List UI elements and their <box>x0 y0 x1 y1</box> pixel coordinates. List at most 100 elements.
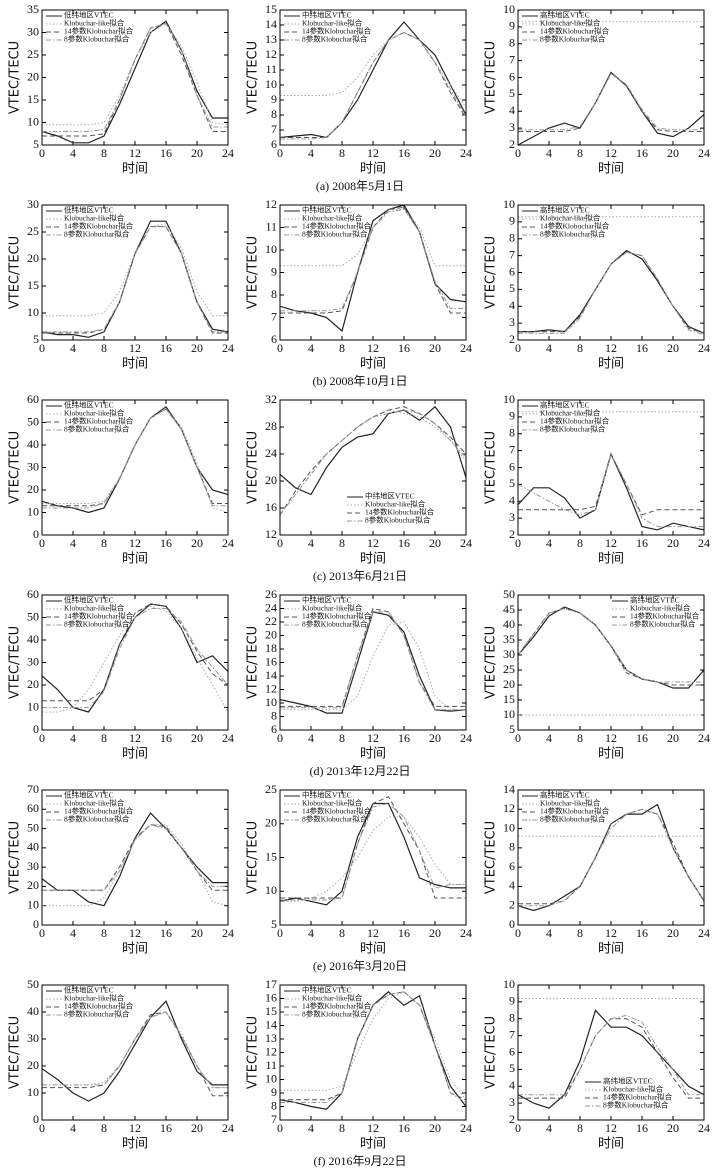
series-line <box>518 1009 704 1109</box>
x-tick-label: 8 <box>339 146 345 160</box>
x-tick-label: 8 <box>339 926 345 940</box>
series-line <box>280 991 466 1101</box>
y-tick-label: 8 <box>509 36 515 50</box>
legend-label: Klobuchar-like拟合 <box>302 993 363 1003</box>
y-tick-label: 20 <box>27 251 39 265</box>
legend-label: 8参数Klobuchar拟合 <box>64 424 130 434</box>
legend-label: 低纬地区VTEC <box>64 985 114 995</box>
x-tick-label: 4 <box>546 926 552 940</box>
y-axis-label: VTEC/TECU <box>484 821 499 894</box>
x-tick-label: 8 <box>101 731 107 745</box>
x-tick-label: 4 <box>546 731 552 745</box>
series-line <box>280 816 466 902</box>
legend-label: Klobuchar-like拟合 <box>64 213 125 223</box>
x-tick-label: 12 <box>129 536 141 550</box>
legend-label: 14参数Klobuchar拟合 <box>302 221 372 231</box>
x-tick-label: 20 <box>429 536 441 550</box>
x-tick-label: 12 <box>367 341 379 355</box>
x-axis-label: 时间 <box>360 942 386 957</box>
y-tick-label: 8 <box>509 1011 515 1025</box>
caption: (d) 2013年12月22日 <box>310 764 411 778</box>
y-tick-label: 5 <box>509 722 515 736</box>
x-tick-label: 20 <box>667 1121 679 1135</box>
legend-label: Klobuchar-like拟合 <box>64 18 125 28</box>
y-tick-label: 4 <box>509 1078 515 1092</box>
y-tick-label: 50 <box>27 609 39 623</box>
y-tick-label: 25 <box>265 782 277 796</box>
series-line <box>280 991 466 1103</box>
series-line <box>280 206 466 314</box>
legend-label: Klobuchar-like拟合 <box>540 213 601 223</box>
y-axis-label: VTEC/TECU <box>8 626 23 699</box>
x-tick-label: 0 <box>515 926 521 940</box>
plot-frame <box>517 399 705 536</box>
plot-frame <box>279 399 467 536</box>
x-axis-label: 时间 <box>122 747 148 762</box>
y-tick-label: 3 <box>509 120 515 134</box>
x-tick-label: 4 <box>308 536 314 550</box>
series-line <box>42 22 228 137</box>
legend-label: Klobuchar-like拟合 <box>64 993 125 1003</box>
y-tick-label: 70 <box>27 782 39 796</box>
x-tick-label: 0 <box>39 926 45 940</box>
y-tick-label: 40 <box>27 840 39 854</box>
legend-label: 8参数Klobuchar拟合 <box>365 515 431 525</box>
legend-label: 高纬地区VTEC <box>630 595 680 605</box>
legend-label: 低纬地区VTEC <box>64 10 114 20</box>
legend-label: Klobuchar-like拟合 <box>630 603 691 613</box>
series-line <box>42 20 228 144</box>
series-line <box>280 607 466 707</box>
x-axis-label: 时间 <box>598 942 624 957</box>
y-tick-label: 3 <box>509 1095 515 1109</box>
legend-label: 8参数Klobuchar拟合 <box>540 814 606 824</box>
x-axis-label: 时间 <box>360 357 386 372</box>
y-tick-label: 30 <box>27 197 39 211</box>
x-tick-label: 8 <box>577 1121 583 1135</box>
x-tick-label: 16 <box>398 1121 410 1135</box>
x-tick-label: 12 <box>367 146 379 160</box>
y-tick-label: 9 <box>509 214 515 228</box>
y-tick-label: 10 <box>503 820 515 834</box>
x-tick-label: 16 <box>160 146 172 160</box>
y-tick-label: 10 <box>265 242 277 256</box>
legend-label: 14参数Klobuchar拟合 <box>64 26 134 36</box>
legend-label: 8参数Klobuchar拟合 <box>302 34 368 44</box>
x-tick-label: 12 <box>129 341 141 355</box>
series-line <box>42 22 228 132</box>
y-tick-label: 24 <box>265 446 277 460</box>
x-tick-label: 12 <box>129 731 141 745</box>
y-axis-label: VTEC/TECU <box>484 236 499 309</box>
y-tick-label: 12 <box>265 681 277 695</box>
y-tick-label: 10 <box>27 699 39 713</box>
series-line <box>518 452 704 528</box>
y-tick-label: 7 <box>509 1027 515 1041</box>
y-tick-label: 0 <box>509 917 515 931</box>
y-tick-label: 10 <box>27 504 39 518</box>
y-tick-label: 8 <box>271 287 277 301</box>
y-tick-label: 0 <box>33 722 39 736</box>
series-line <box>518 808 704 905</box>
series-line <box>42 603 228 702</box>
y-tick-label: 30 <box>27 24 39 38</box>
y-tick-label: 6 <box>509 859 515 873</box>
plot-frame <box>517 9 705 146</box>
y-tick-label: 50 <box>27 977 39 991</box>
y-tick-label: 8 <box>509 426 515 440</box>
y-tick-label: 2 <box>509 1112 515 1126</box>
y-tick-label: 7 <box>271 122 277 136</box>
y-tick-label: 5 <box>271 917 277 931</box>
plot-frame <box>41 594 229 731</box>
x-axis-label: 时间 <box>122 552 148 567</box>
y-tick-label: 9 <box>509 994 515 1008</box>
legend-label: 14参数Klobuchar拟合 <box>64 221 134 231</box>
y-tick-label: 20 <box>27 69 39 83</box>
x-tick-label: 4 <box>308 146 314 160</box>
series-line <box>518 452 704 531</box>
legend-label: 中纬地区VTEC <box>302 985 352 995</box>
y-axis-label: VTEC/TECU <box>8 821 23 894</box>
x-tick-label: 24 <box>698 536 710 550</box>
x-tick-label: 12 <box>605 926 617 940</box>
legend-label: 8参数Klobuchar拟合 <box>302 1009 368 1019</box>
series-line <box>42 1000 228 1102</box>
y-tick-label: 5 <box>509 281 515 295</box>
